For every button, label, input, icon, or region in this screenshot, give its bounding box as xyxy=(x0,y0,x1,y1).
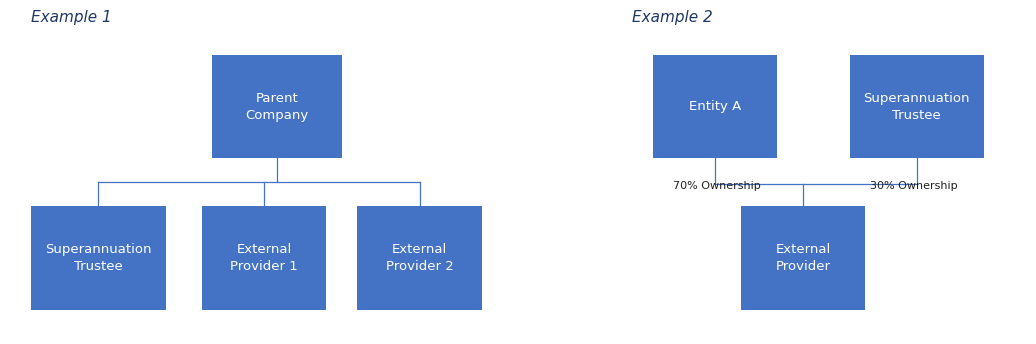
FancyBboxPatch shape xyxy=(850,55,984,158)
FancyBboxPatch shape xyxy=(31,206,166,310)
FancyBboxPatch shape xyxy=(202,206,326,310)
Text: 70% Ownership: 70% Ownership xyxy=(673,181,760,191)
Text: Superannuation
Trustee: Superannuation Trustee xyxy=(46,243,151,273)
FancyBboxPatch shape xyxy=(212,55,342,158)
Text: External
Provider 2: External Provider 2 xyxy=(385,243,454,273)
FancyBboxPatch shape xyxy=(357,206,482,310)
Text: External
Provider 1: External Provider 1 xyxy=(230,243,298,273)
Text: Example 2: Example 2 xyxy=(632,10,713,25)
Text: 30% Ownership: 30% Ownership xyxy=(870,181,957,191)
Text: Parent
Company: Parent Company xyxy=(246,92,309,122)
FancyBboxPatch shape xyxy=(741,206,865,310)
FancyBboxPatch shape xyxy=(653,55,777,158)
Text: Example 1: Example 1 xyxy=(31,10,112,25)
Text: Entity A: Entity A xyxy=(689,100,741,113)
Text: Superannuation
Trustee: Superannuation Trustee xyxy=(864,92,970,122)
Text: External
Provider: External Provider xyxy=(775,243,831,273)
